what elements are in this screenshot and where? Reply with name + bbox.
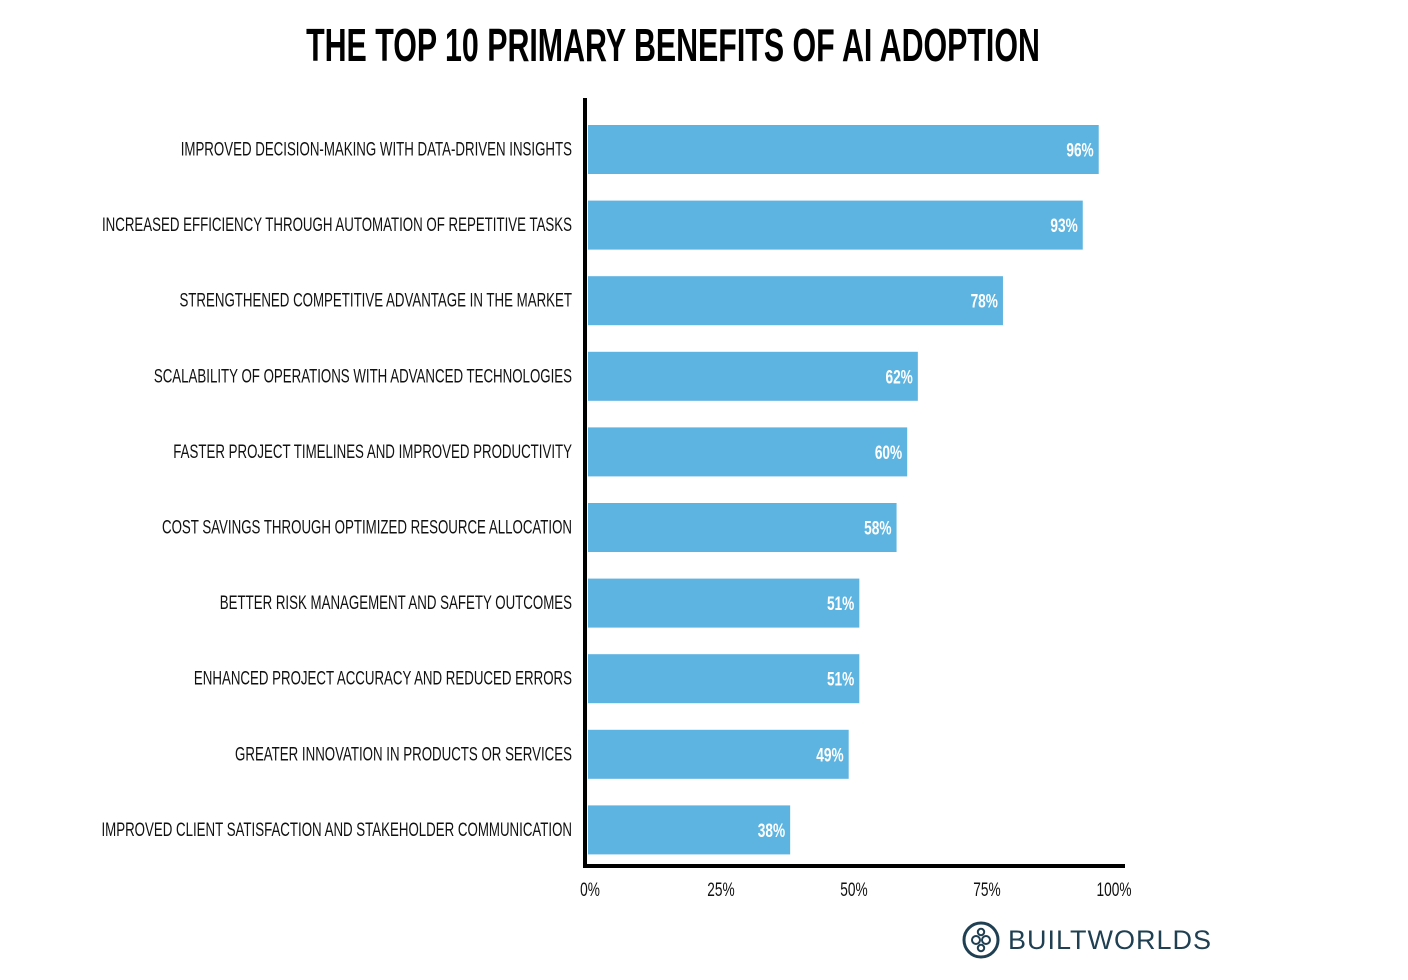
bar — [588, 125, 1099, 174]
category-label: BETTER RISK MANAGEMENT AND SAFETY OUTCOM… — [220, 593, 572, 614]
bar — [588, 578, 860, 628]
category-label: COST SAVINGS THROUGH OPTIMIZED RESOURCE … — [162, 517, 572, 538]
bar — [588, 729, 849, 779]
builtworlds-logo: BUILTWORLDS — [962, 921, 1212, 959]
x-tick-label: 0% — [580, 879, 600, 901]
chart-title: THE TOP 10 PRIMARY BENEFITS OF AI ADOPTI… — [306, 19, 1040, 71]
builtworlds-logo-icon — [962, 921, 1000, 959]
category-label: FASTER PROJECT TIMELINES AND IMPROVED PR… — [173, 442, 572, 463]
bar-value-label: 62% — [885, 366, 913, 388]
category-label: GREATER INNOVATION IN PRODUCTS OR SERVIC… — [235, 744, 572, 765]
category-label: IMPROVED CLIENT SATISFACTION AND STAKEHO… — [101, 820, 572, 841]
bar-value-label: 93% — [1050, 215, 1078, 237]
x-tick-label: 100% — [1097, 879, 1132, 901]
x-tick-label: 50% — [840, 879, 868, 901]
category-label: ENHANCED PROJECT ACCURACY AND REDUCED ER… — [194, 668, 572, 689]
category-label: INCREASED EFFICIENCY THROUGH AUTOMATION … — [102, 215, 572, 236]
x-tick-label: 25% — [707, 879, 735, 901]
bar-value-label: 49% — [816, 744, 844, 766]
bar-value-label: 51% — [827, 593, 855, 615]
category-label: STRENGTHENED COMPETITIVE ADVANTAGE IN TH… — [179, 290, 572, 311]
bar — [588, 351, 918, 401]
bar-value-label: 38% — [758, 820, 786, 842]
bar-value-label: 58% — [864, 517, 892, 539]
bar — [588, 200, 1083, 250]
bar-value-label: 51% — [827, 668, 855, 690]
x-tick-label: 75% — [973, 879, 1001, 901]
bar — [588, 427, 908, 477]
builtworlds-logo-text: BUILTWORLDS — [1008, 924, 1213, 955]
bar-value-label: 96% — [1066, 139, 1094, 161]
bar — [588, 654, 860, 704]
bar-value-label: 60% — [875, 442, 903, 464]
category-label: SCALABILITY OF OPERATIONS WITH ADVANCED … — [154, 366, 572, 387]
bar — [588, 503, 897, 552]
bar-value-label: 78% — [971, 290, 999, 312]
bar — [588, 805, 791, 855]
bar — [588, 276, 1003, 326]
category-label: IMPROVED DECISION-MAKING WITH DATA-DRIVE… — [181, 139, 572, 160]
